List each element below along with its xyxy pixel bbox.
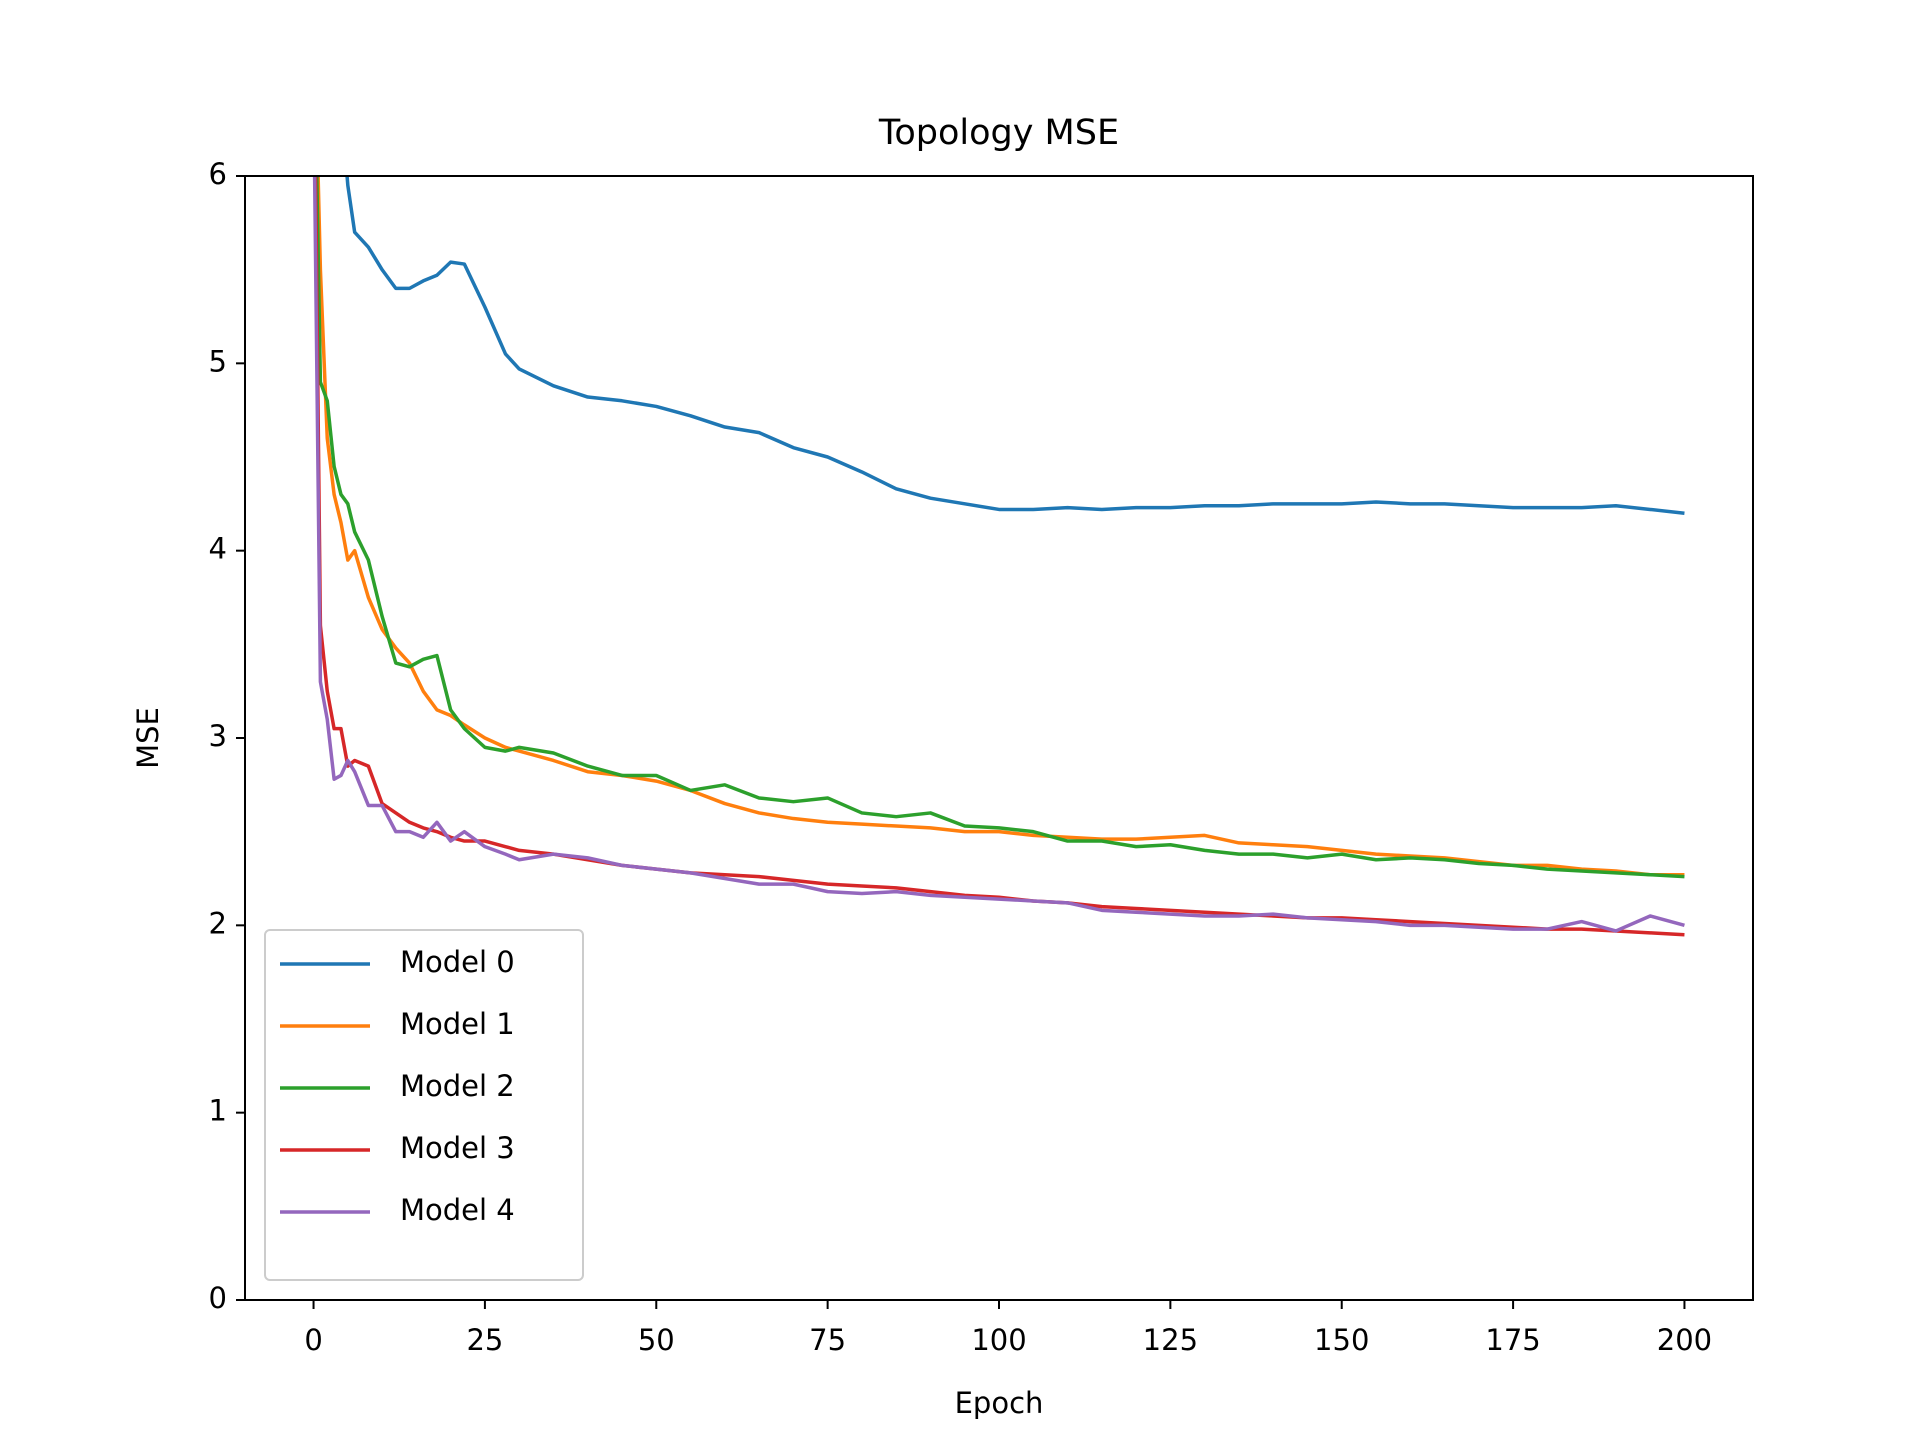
series-line <box>313 176 1685 937</box>
legend-label: Model 0 <box>400 945 515 979</box>
x-axis-label: Epoch <box>955 1386 1044 1420</box>
x-tick-label: 125 <box>1143 1323 1198 1357</box>
series-line <box>315 176 1685 879</box>
legend: Model 0 Model 1 Model 2 Model 3 Model 4 <box>264 929 584 1281</box>
x-tick-label: 50 <box>638 1323 675 1357</box>
y-tick-label: 6 <box>209 157 227 191</box>
plot-area <box>312 176 1685 937</box>
x-tick-label: 175 <box>1485 1323 1540 1357</box>
legend-label: Model 1 <box>400 1007 515 1041</box>
x-tick-label: 200 <box>1657 1323 1712 1357</box>
y-tick-label: 0 <box>209 1281 227 1315</box>
y-tick-label: 4 <box>209 532 227 566</box>
y-tick-label: 3 <box>209 719 227 753</box>
series-line <box>312 176 1685 933</box>
y-axis-label: MSE <box>131 707 165 769</box>
x-tick-label: 100 <box>971 1323 1026 1357</box>
y-tick-label: 5 <box>209 344 227 378</box>
x-tick-label: 25 <box>466 1323 503 1357</box>
legend-label: Model 2 <box>400 1069 515 1103</box>
x-tick-label: 75 <box>809 1323 846 1357</box>
chart-title: Topology MSE <box>878 113 1119 153</box>
y-tick-label: 2 <box>209 906 227 940</box>
legend-label: Model 4 <box>400 1193 515 1227</box>
x-tick-label: 0 <box>304 1323 322 1357</box>
legend-box <box>264 929 584 1281</box>
legend-label: Model 3 <box>400 1131 515 1165</box>
y-tick-label: 1 <box>209 1094 227 1128</box>
series-line <box>345 176 1685 515</box>
x-tick-label: 150 <box>1314 1323 1369 1357</box>
